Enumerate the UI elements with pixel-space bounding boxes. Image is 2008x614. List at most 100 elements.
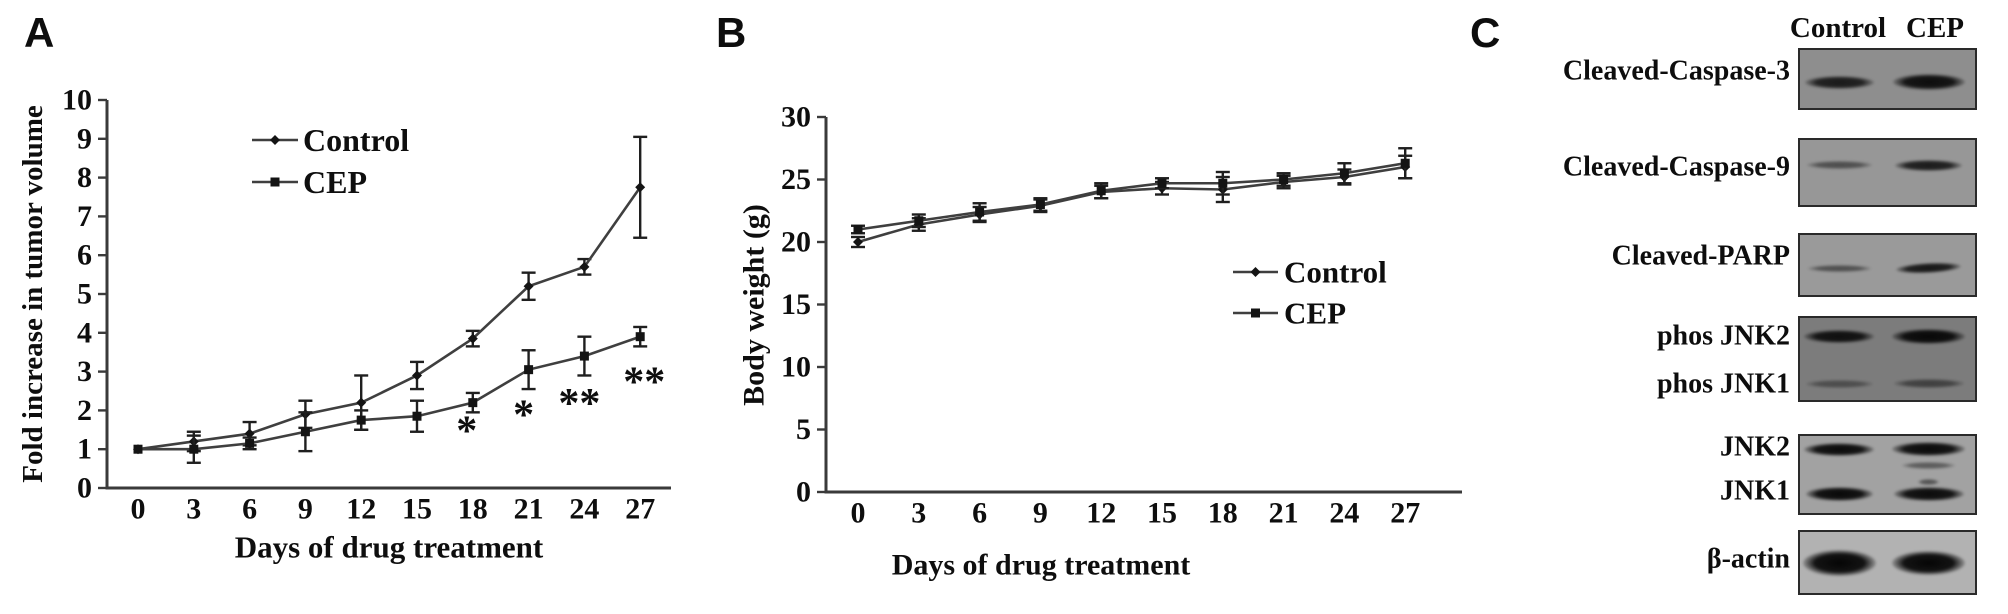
panel-a-label: A xyxy=(24,9,55,56)
blot-band xyxy=(1918,479,1940,486)
data-point-marker xyxy=(270,177,280,187)
significance-marker: * xyxy=(513,393,534,439)
blot-band xyxy=(1802,550,1877,577)
significance-marker: * xyxy=(456,409,477,455)
y-tick-label: 0 xyxy=(796,476,811,509)
data-point-marker xyxy=(133,444,143,454)
y-tick-label: 15 xyxy=(781,288,811,321)
lane-header-control: Control xyxy=(1789,12,1887,44)
legend-item-cep: CEP xyxy=(252,164,367,200)
body-weight-chart: 0 5 10 15 20 25 30 0 3 6 9 12 15 18 21 24 27 Days of drug… xyxy=(738,101,1462,582)
blot-label: Cleaved-Caspase-3 xyxy=(1562,55,1790,87)
y-axis-title: Fold increase in tumor volume xyxy=(17,105,49,483)
x-tick-label: 21 xyxy=(1269,497,1299,530)
legend-label: Control xyxy=(1284,255,1387,290)
blot-label: phos JNK2 xyxy=(1656,320,1790,352)
y-tick-label: 25 xyxy=(781,163,811,196)
data-point-marker xyxy=(244,428,255,439)
y-tick-label: 2 xyxy=(77,394,92,427)
x-tick-label: 3 xyxy=(186,493,201,526)
series-control xyxy=(133,135,648,455)
data-point-marker xyxy=(412,370,422,381)
data-point-marker xyxy=(853,237,863,247)
blot-band xyxy=(1893,486,1964,501)
legend-label: CEP xyxy=(303,164,367,200)
x-tick-label: 9 xyxy=(298,493,313,526)
series-cep xyxy=(851,147,1413,235)
blot-band xyxy=(1891,551,1966,576)
data-point-marker xyxy=(270,135,280,145)
data-point-marker xyxy=(300,427,310,437)
y-axis-title: Body weight (g) xyxy=(738,204,771,406)
x-axis-title: Days of drug treatment xyxy=(235,530,544,565)
legend-item-control: Control xyxy=(252,122,409,158)
blot-label: phos JNK1 xyxy=(1656,368,1790,400)
legend-label: Control xyxy=(303,122,409,158)
data-point-marker xyxy=(189,444,199,454)
x-tick-label: 27 xyxy=(625,493,655,526)
blot-band xyxy=(1807,264,1871,272)
blot-band xyxy=(1892,74,1965,91)
y-tick-label: 5 xyxy=(796,413,811,446)
blot-band xyxy=(1891,329,1966,345)
blot-band xyxy=(1893,379,1964,389)
western-blot-box xyxy=(1798,138,1977,207)
y-tick-label: 8 xyxy=(77,161,92,194)
y-tick-label: 1 xyxy=(77,433,92,466)
y-tick-label: 0 xyxy=(77,472,92,505)
data-point-marker xyxy=(524,365,534,375)
western-blot-panel: C Control CEP Cleaved-Caspase-3 Cleaved-C… xyxy=(1450,0,2008,614)
legend-label: CEP xyxy=(1284,296,1346,331)
y-tick-label: 10 xyxy=(62,84,92,117)
series-control xyxy=(851,154,1413,249)
data-point-marker xyxy=(1279,175,1289,184)
blot-label: β-actin xyxy=(1706,543,1790,575)
data-point-marker xyxy=(635,182,646,193)
y-tick-label: 30 xyxy=(781,101,811,134)
data-point-marker xyxy=(1339,168,1349,178)
x-tick-label: 18 xyxy=(458,493,488,526)
blot-label: Cleaved-PARP xyxy=(1611,240,1790,272)
blot-label: JNK1 xyxy=(1720,475,1790,507)
lane-header-cep: CEP xyxy=(1906,12,1964,44)
legend-item-control: Control xyxy=(1233,255,1387,290)
x-tick-label: 6 xyxy=(242,493,257,526)
y-tick-label: 6 xyxy=(77,239,92,272)
y-tick-label: 10 xyxy=(781,351,811,384)
data-point-marker xyxy=(1035,200,1045,209)
x-axis-title: Days of drug treatment xyxy=(892,549,1191,582)
data-point-marker xyxy=(412,411,422,421)
significance-marker: ** xyxy=(558,381,600,427)
x-tick-label: 0 xyxy=(131,493,146,526)
data-point-marker xyxy=(1251,308,1260,318)
x-tick-label: 9 xyxy=(1033,497,1048,530)
x-tick-label: 12 xyxy=(1086,497,1116,530)
blot-label: Cleaved-Caspase-9 xyxy=(1562,151,1790,183)
data-point-marker xyxy=(1250,267,1261,277)
x-tick-label: 3 xyxy=(911,497,926,530)
data-point-marker xyxy=(914,216,924,226)
blot-band xyxy=(1807,161,1872,170)
x-tick-label: 15 xyxy=(1147,497,1177,530)
data-point-marker xyxy=(356,415,366,425)
x-tick-label: 15 xyxy=(402,493,432,526)
data-point-marker xyxy=(245,438,255,448)
y-tick-label: 9 xyxy=(77,122,92,155)
data-point-marker xyxy=(1096,186,1106,196)
blot-band xyxy=(1804,442,1875,456)
data-point-marker xyxy=(467,333,478,344)
y-tick-label: 4 xyxy=(77,316,92,349)
data-point-marker xyxy=(356,397,367,408)
blot-band xyxy=(1895,159,1962,171)
panel-c-label: C xyxy=(1470,9,1501,56)
significance-marker: ** xyxy=(623,360,665,406)
data-point-marker xyxy=(635,332,645,342)
blot-label: JNK2 xyxy=(1720,431,1790,463)
blot-band xyxy=(1804,330,1875,344)
x-tick-label: 18 xyxy=(1208,497,1238,530)
data-point-marker xyxy=(468,398,478,408)
blot-band xyxy=(1806,379,1873,388)
blot-band xyxy=(1891,442,1966,457)
